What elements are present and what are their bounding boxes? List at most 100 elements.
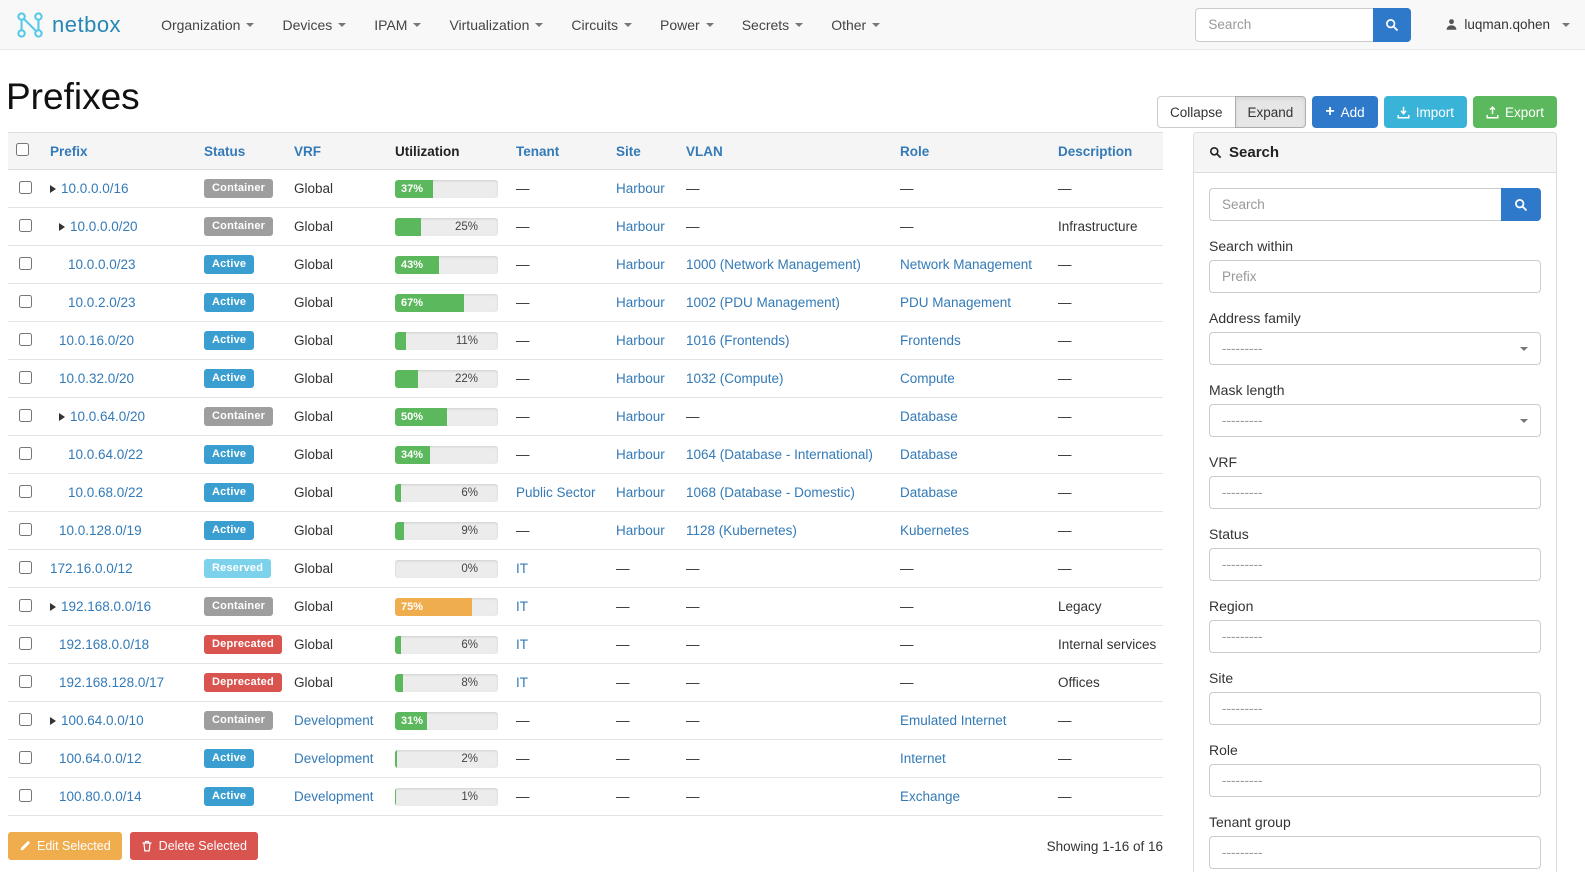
filter-input-region[interactable]	[1209, 620, 1541, 653]
import-button[interactable]: Import	[1383, 96, 1467, 128]
tenant-link[interactable]: Public Sector	[516, 485, 596, 500]
filter-input-role[interactable]	[1209, 764, 1541, 797]
row-checkbox[interactable]	[18, 712, 32, 726]
navbar-search-button[interactable]	[1373, 7, 1412, 42]
site-link[interactable]: Harbour	[616, 409, 665, 424]
site-link[interactable]: Harbour	[616, 371, 665, 386]
filter-input-tenant-group[interactable]	[1209, 836, 1541, 869]
prefix-link[interactable]: 192.168.0.0/18	[59, 637, 150, 652]
row-checkbox[interactable]	[18, 294, 32, 308]
vlan-link[interactable]: 1064 (Database - International)	[686, 447, 873, 462]
filter-input-vrf[interactable]	[1209, 476, 1541, 509]
role-link[interactable]: PDU Management	[900, 295, 1012, 310]
prefix-link[interactable]: 10.0.64.0/22	[68, 447, 144, 462]
vlan-link[interactable]: 1068 (Database - Domestic)	[686, 485, 855, 500]
brand[interactable]: netbox	[15, 10, 121, 40]
row-checkbox[interactable]	[18, 674, 32, 688]
role-link[interactable]: Frontends	[900, 333, 961, 348]
prefix-link[interactable]: 100.64.0.0/10	[61, 713, 144, 729]
tenant-link[interactable]: IT	[516, 637, 528, 652]
delete-selected-button[interactable]: Delete Selected	[129, 832, 258, 860]
column-header-description[interactable]: Description	[1050, 132, 1163, 170]
expand-caret-icon[interactable]	[50, 602, 56, 611]
tenant-link[interactable]: IT	[516, 675, 528, 690]
vlan-link[interactable]: 1128 (Kubernetes)	[686, 523, 797, 538]
nav-menu-power[interactable]: Power	[646, 0, 728, 50]
row-checkbox[interactable]	[18, 788, 32, 802]
prefix-link[interactable]: 172.16.0.0/12	[50, 561, 133, 576]
edit-selected-button[interactable]: Edit Selected	[8, 832, 122, 860]
expand-caret-icon[interactable]	[50, 716, 56, 725]
filter-input-search-within[interactable]	[1209, 260, 1541, 293]
vlan-link[interactable]: 1000 (Network Management)	[686, 257, 861, 272]
column-header-label[interactable]: Role	[900, 143, 930, 159]
role-link[interactable]: Exchange	[900, 789, 961, 804]
prefix-link[interactable]: 100.64.0.0/12	[59, 751, 142, 766]
expand-caret-icon[interactable]	[50, 184, 56, 193]
nav-menu-ipam[interactable]: IPAM	[360, 0, 435, 50]
role-link[interactable]: Internet	[900, 751, 946, 766]
nav-menu-secrets[interactable]: Secrets	[728, 0, 817, 50]
row-checkbox[interactable]	[18, 522, 32, 536]
prefix-link[interactable]: 10.0.2.0/23	[68, 295, 136, 310]
column-header-label[interactable]: VRF	[294, 143, 321, 159]
row-checkbox[interactable]	[18, 370, 32, 384]
user-menu[interactable]: luqman.qohen	[1445, 17, 1570, 32]
prefix-link[interactable]: 10.0.64.0/20	[70, 409, 146, 425]
collapse-button[interactable]: Collapse	[1157, 96, 1236, 128]
role-link[interactable]: Database	[900, 447, 958, 462]
row-checkbox[interactable]	[18, 598, 32, 612]
role-link[interactable]: Compute	[900, 371, 955, 386]
column-header-label[interactable]: Prefix	[50, 143, 88, 159]
site-link[interactable]: Harbour	[616, 295, 665, 310]
vlan-link[interactable]: 1032 (Compute)	[686, 371, 784, 386]
column-header-vrf[interactable]: VRF	[286, 132, 387, 170]
site-link[interactable]: Harbour	[616, 523, 665, 538]
select-all-checkbox[interactable]	[16, 143, 29, 156]
sidebar-search-input[interactable]	[1209, 188, 1501, 221]
filter-select-address-family[interactable]: ---------	[1209, 332, 1541, 365]
column-header-tenant[interactable]: Tenant	[508, 132, 608, 170]
sidebar-search-button[interactable]	[1501, 188, 1541, 221]
nav-menu-organization[interactable]: Organization	[147, 0, 268, 50]
column-header-label[interactable]: VLAN	[686, 143, 723, 159]
column-header-label[interactable]: Description	[1058, 143, 1133, 159]
prefix-link[interactable]: 10.0.68.0/22	[68, 485, 144, 500]
tenant-link[interactable]: IT	[516, 561, 528, 576]
column-header-prefix[interactable]: Prefix	[42, 132, 196, 170]
navbar-search-input[interactable]	[1195, 7, 1374, 42]
prefix-link[interactable]: 10.0.0.0/16	[61, 181, 129, 197]
site-link[interactable]: Harbour	[616, 181, 665, 196]
row-checkbox[interactable]	[18, 408, 32, 422]
row-checkbox[interactable]	[18, 636, 32, 650]
prefix-link[interactable]: 10.0.32.0/20	[59, 371, 135, 386]
nav-menu-virtualization[interactable]: Virtualization	[435, 0, 557, 50]
column-header-status[interactable]: Status	[196, 132, 286, 170]
prefix-link[interactable]: 10.0.0.0/23	[68, 257, 136, 272]
site-link[interactable]: Harbour	[616, 485, 665, 500]
nav-menu-circuits[interactable]: Circuits	[557, 0, 646, 50]
nav-menu-other[interactable]: Other	[817, 0, 894, 50]
column-header-label[interactable]: Site	[616, 143, 641, 159]
filter-input-site[interactable]	[1209, 692, 1541, 725]
prefix-link[interactable]: 10.0.0.0/20	[70, 219, 138, 235]
vlan-link[interactable]: 1002 (PDU Management)	[686, 295, 840, 310]
row-checkbox[interactable]	[18, 560, 32, 574]
column-header-role[interactable]: Role	[892, 132, 1050, 170]
row-checkbox[interactable]	[18, 332, 32, 346]
vrf-link[interactable]: Development	[294, 751, 374, 766]
vrf-link[interactable]: Development	[294, 789, 374, 804]
prefix-link[interactable]: 192.168.128.0/17	[59, 675, 165, 690]
role-link[interactable]: Network Management	[900, 257, 1033, 272]
role-link[interactable]: Database	[900, 409, 958, 424]
expand-button[interactable]: Expand	[1234, 96, 1307, 128]
row-checkbox[interactable]	[18, 218, 32, 232]
tenant-link[interactable]: IT	[516, 599, 528, 614]
row-checkbox[interactable]	[18, 256, 32, 270]
column-header-site[interactable]: Site	[608, 132, 678, 170]
column-header-label[interactable]: Tenant	[516, 143, 560, 159]
role-link[interactable]: Emulated Internet	[900, 713, 1007, 728]
role-link[interactable]: Database	[900, 485, 958, 500]
expand-caret-icon[interactable]	[59, 222, 65, 231]
row-checkbox[interactable]	[18, 484, 32, 498]
